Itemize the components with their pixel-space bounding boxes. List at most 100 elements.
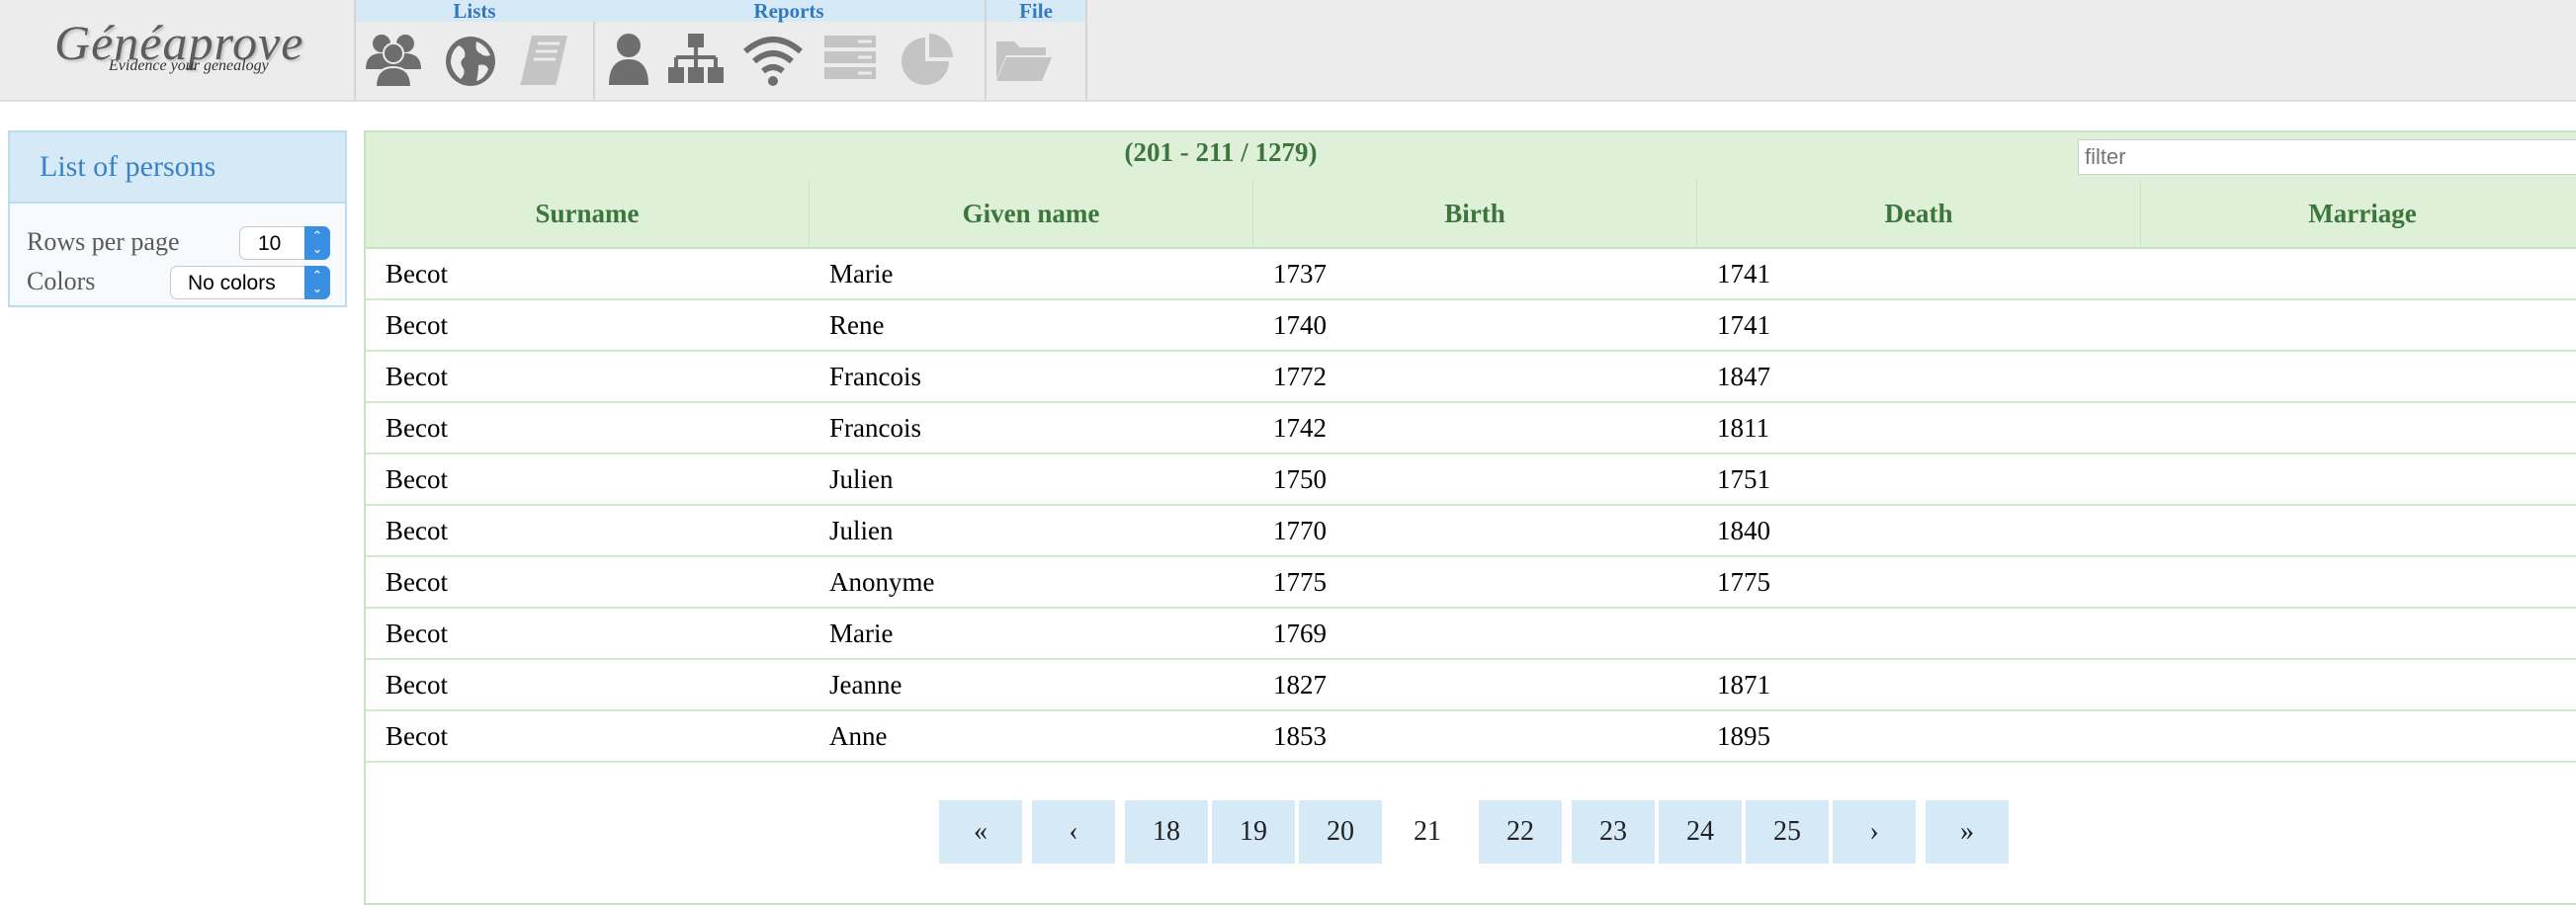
- colors-value: No colors: [188, 272, 276, 294]
- cell-surname: Becot: [386, 464, 448, 494]
- cell-death: 1811: [1717, 413, 1769, 443]
- rows-per-page-label: Rows per page: [27, 227, 180, 256]
- page-button-22[interactable]: 22: [1479, 800, 1562, 864]
- select-arrows-icon: ⌃ ⌄: [304, 226, 330, 260]
- menu-group-lists: Lists: [354, 0, 595, 100]
- cell-given-name: Anonyme: [829, 567, 935, 597]
- cell-birth: 1827: [1273, 670, 1327, 700]
- colors-label: Colors: [27, 267, 96, 295]
- table-row[interactable]: Becot Anonyme 1775 1775: [366, 557, 2576, 609]
- colors-select[interactable]: No colors ⌃ ⌄: [170, 266, 330, 299]
- cell-given-name: Marie: [829, 259, 894, 289]
- page-button-23[interactable]: 23: [1572, 800, 1655, 864]
- folder-open-icon: [992, 30, 1056, 89]
- tree-icon[interactable]: [664, 30, 728, 89]
- list-icon: [818, 30, 882, 89]
- cell-death: 1847: [1717, 362, 1770, 391]
- first-page-button[interactable]: «: [939, 800, 1022, 864]
- cell-birth: 1742: [1273, 413, 1327, 443]
- table-row[interactable]: Becot Anne 1853 1895: [366, 711, 2576, 763]
- top-toolbar: Généaprove Evidence your genealogy Lists: [0, 0, 2576, 102]
- cell-birth: 1775: [1273, 567, 1327, 597]
- cell-birth: 1740: [1273, 310, 1327, 340]
- cell-death: 1871: [1717, 670, 1770, 700]
- menu-label-reports[interactable]: Reports: [593, 0, 985, 22]
- page-button-20[interactable]: 20: [1299, 800, 1382, 864]
- page-button-18[interactable]: 18: [1125, 800, 1208, 864]
- cell-surname: Becot: [386, 310, 448, 340]
- pie-chart-icon: [896, 30, 959, 89]
- cell-death: 1741: [1717, 310, 1770, 340]
- cell-birth: 1853: [1273, 721, 1327, 751]
- select-arrows-icon: ⌃ ⌄: [304, 266, 330, 299]
- cell-death: 1751: [1717, 464, 1770, 494]
- logo-title: Généaprove: [54, 15, 304, 70]
- cell-given-name: Francois: [829, 362, 921, 391]
- cell-surname: Becot: [386, 670, 448, 700]
- column-header-death[interactable]: Death: [1697, 180, 2141, 247]
- rows-per-page-select[interactable]: 10 ⌃ ⌄: [239, 226, 330, 260]
- globe-icon[interactable]: [439, 30, 502, 89]
- current-page: 21: [1414, 816, 1441, 847]
- cell-death: 1741: [1717, 259, 1770, 289]
- cell-birth: 1737: [1273, 259, 1327, 289]
- page-button-25[interactable]: 25: [1746, 800, 1829, 864]
- side-panel: List of persons Rows per page 10 ⌃ ⌄ Colo…: [8, 130, 347, 307]
- column-header-birth[interactable]: Birth: [1253, 180, 1697, 247]
- table-row[interactable]: Becot Julien 1750 1751: [366, 454, 2576, 506]
- table-body: Becot Marie 1737 1741 Becot Rene 1740 1741 Becot…: [366, 249, 2576, 763]
- cell-surname: Becot: [386, 567, 448, 597]
- cell-given-name: Marie: [829, 618, 894, 648]
- menu-group-reports: Reports: [593, 0, 987, 100]
- pagination: «‹ 18 19 20 21 22 23 24 25 ›»: [366, 800, 2576, 864]
- menu-group-file: File: [987, 0, 1087, 100]
- rows-per-page-value: 10: [258, 232, 282, 255]
- cell-surname: Becot: [386, 516, 448, 545]
- cell-surname: Becot: [386, 362, 448, 391]
- column-header-marriage[interactable]: Marriage: [2141, 180, 2576, 247]
- prev-page-button[interactable]: ‹: [1032, 800, 1115, 864]
- app-logo: Généaprove Evidence your genealogy: [54, 14, 304, 83]
- cell-death: 1840: [1717, 516, 1770, 545]
- menu-label-file[interactable]: File: [987, 0, 1085, 22]
- cell-birth: 1750: [1273, 464, 1327, 494]
- filter-input[interactable]: [2078, 139, 2576, 175]
- cell-birth: 1772: [1273, 362, 1327, 391]
- table-row[interactable]: Becot Julien 1770 1840: [366, 506, 2576, 557]
- menu-label-lists[interactable]: Lists: [356, 0, 593, 22]
- table-row[interactable]: Becot Rene 1740 1741: [366, 300, 2576, 352]
- panel-title: List of persons: [10, 132, 345, 204]
- column-header-surname[interactable]: Surname: [366, 180, 810, 247]
- cell-death: 1775: [1717, 567, 1770, 597]
- table-row[interactable]: Becot Marie 1769: [366, 609, 2576, 660]
- record-count: (201 - 211 / 1279): [1124, 137, 1318, 167]
- page-button-24[interactable]: 24: [1659, 800, 1742, 864]
- book-icon: [514, 30, 577, 89]
- cell-surname: Becot: [386, 721, 448, 751]
- cell-given-name: Jeanne: [829, 670, 902, 700]
- cell-surname: Becot: [386, 413, 448, 443]
- cell-surname: Becot: [386, 259, 448, 289]
- page-button-19[interactable]: 19: [1212, 800, 1295, 864]
- table-row[interactable]: Becot Francois 1742 1811: [366, 403, 2576, 454]
- cell-surname: Becot: [386, 618, 448, 648]
- table-row[interactable]: Becot Francois 1772 1847: [366, 352, 2576, 403]
- cell-given-name: Julien: [829, 464, 894, 494]
- person-icon[interactable]: [597, 30, 660, 89]
- cell-given-name: Rene: [829, 310, 885, 340]
- last-page-button[interactable]: »: [1926, 800, 2009, 864]
- table-row[interactable]: Becot Jeanne 1827 1871: [366, 660, 2576, 711]
- wifi-icon[interactable]: [741, 30, 805, 89]
- next-page-button[interactable]: ›: [1833, 800, 1916, 864]
- cell-birth: 1769: [1273, 618, 1327, 648]
- column-header-given-name[interactable]: Given name: [810, 180, 1253, 247]
- cell-death: 1895: [1717, 721, 1770, 751]
- persons-icon[interactable]: [362, 30, 425, 89]
- cell-given-name: Anne: [829, 721, 888, 751]
- persons-table-panel: (201 - 211 / 1279) Surname Given name Bi…: [364, 130, 2576, 905]
- cell-given-name: Julien: [829, 516, 894, 545]
- cell-given-name: Francois: [829, 413, 921, 443]
- table-row[interactable]: Becot Marie 1737 1741: [366, 249, 2576, 300]
- cell-birth: 1770: [1273, 516, 1327, 545]
- table-header: Surname Given name Birth Death Marriage: [366, 180, 2576, 249]
